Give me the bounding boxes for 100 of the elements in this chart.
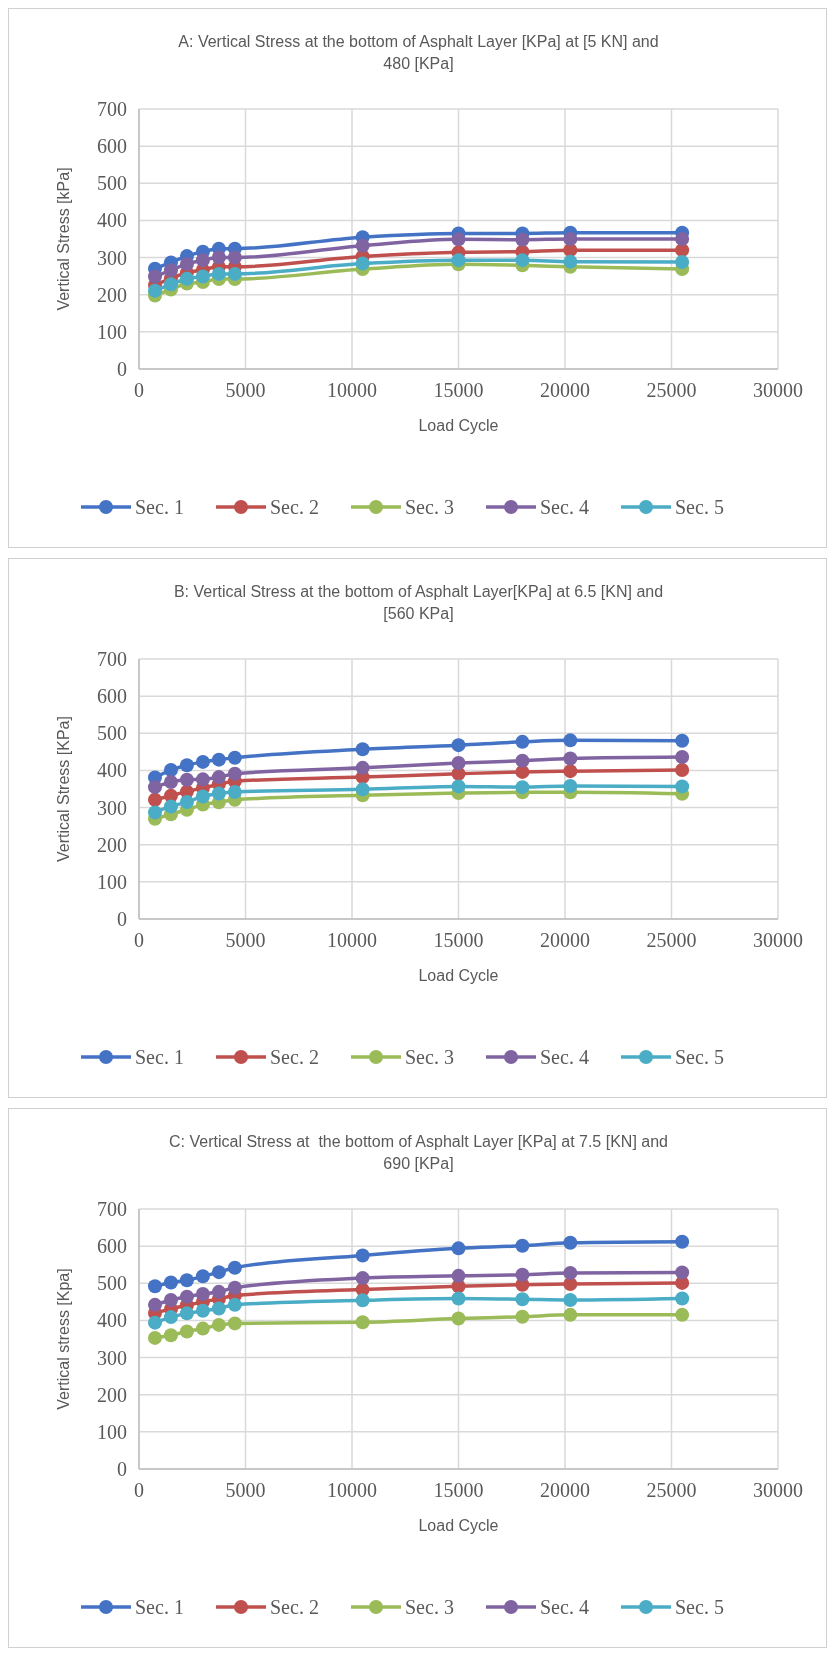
x-tick-label: 0 — [134, 379, 144, 401]
point — [163, 799, 178, 814]
point — [211, 1265, 226, 1280]
point — [515, 734, 530, 749]
y-tick-label: 0 — [117, 358, 127, 380]
point — [675, 1307, 690, 1322]
point — [211, 250, 226, 265]
point — [675, 1234, 690, 1249]
y-tick-label: 700 — [97, 648, 127, 670]
x-tick-label: 25000 — [646, 929, 697, 951]
x-tick-label: 30000 — [753, 929, 803, 951]
point — [515, 1292, 530, 1307]
point — [179, 1306, 194, 1321]
point — [211, 1317, 226, 1332]
x-tick-label: 20000 — [540, 929, 590, 951]
point — [355, 238, 370, 253]
point — [163, 263, 178, 278]
point — [147, 792, 162, 807]
y-tick-label: 200 — [97, 1383, 127, 1406]
legend-label: Sec. 5 — [675, 496, 724, 518]
point — [211, 752, 226, 767]
point — [675, 1291, 690, 1306]
point — [675, 750, 690, 765]
y-tick-label: 500 — [97, 172, 127, 195]
x-tick-label: 10000 — [327, 1479, 377, 1501]
point — [563, 779, 578, 794]
y-tick-label: 0 — [117, 1458, 127, 1480]
point — [195, 1287, 210, 1302]
y-tick-label: 200 — [97, 283, 127, 306]
point — [355, 1271, 370, 1286]
legend-label: Sec. 1 — [135, 1046, 184, 1068]
x-tick-label: 25000 — [646, 379, 697, 401]
legend-label: Sec. 1 — [135, 1596, 184, 1618]
y-tick-label: 700 — [97, 1198, 127, 1220]
point — [451, 779, 466, 794]
point — [451, 738, 466, 753]
point — [563, 764, 578, 779]
point — [195, 253, 210, 268]
x-axis-title: Load Cycle — [418, 1517, 499, 1534]
point — [675, 779, 690, 794]
point — [179, 1324, 194, 1339]
point — [355, 1315, 370, 1330]
point — [179, 271, 194, 286]
x-tick-label: 5000 — [225, 929, 266, 951]
x-tick-label: 20000 — [540, 379, 590, 401]
point — [227, 766, 242, 781]
point — [179, 1289, 194, 1304]
point — [451, 1291, 466, 1306]
point — [675, 763, 690, 778]
x-tick-label: 15000 — [433, 1479, 484, 1501]
y-tick-label: 0 — [117, 908, 127, 930]
point — [211, 266, 226, 281]
legend-label: Sec. 3 — [405, 1046, 454, 1068]
point — [147, 1279, 162, 1294]
legend-label: Sec. 1 — [135, 496, 184, 518]
point — [211, 786, 226, 801]
point — [451, 232, 466, 247]
point — [147, 269, 162, 284]
point — [163, 1275, 178, 1290]
point — [515, 232, 530, 247]
point — [163, 1293, 178, 1307]
point — [515, 753, 530, 768]
point — [195, 269, 210, 284]
point — [179, 1273, 194, 1288]
x-tick-label: 20000 — [540, 1479, 590, 1501]
y-tick-label: 100 — [97, 1420, 127, 1443]
legend-label: Sec. 2 — [270, 1046, 319, 1068]
legend-label: Sec. 3 — [405, 1596, 454, 1618]
y-axis-title: Vertical Stress [KPa] — [55, 716, 72, 862]
y-tick-label: 600 — [97, 1235, 127, 1258]
x-tick-label: 25000 — [646, 1479, 697, 1501]
point — [195, 1321, 210, 1336]
y-tick-label: 400 — [97, 1309, 127, 1332]
point — [563, 1307, 578, 1322]
y-tick-label: 200 — [97, 833, 127, 856]
point — [211, 1301, 226, 1316]
point — [355, 1293, 370, 1308]
point — [163, 774, 178, 789]
point — [179, 256, 194, 271]
point — [675, 733, 690, 748]
x-tick-label: 15000 — [433, 929, 484, 951]
point — [195, 789, 210, 804]
y-tick-label: 500 — [97, 722, 127, 745]
point — [163, 763, 178, 778]
x-axis-title: Load Cycle — [418, 967, 499, 984]
y-axis-title: Vertical stress [Kpa] — [55, 1268, 72, 1410]
x-tick-label: 0 — [134, 1479, 144, 1501]
y-tick-label: 600 — [97, 685, 127, 708]
legend-label: Sec. 5 — [675, 1596, 724, 1618]
point — [227, 1297, 242, 1312]
point — [227, 266, 242, 281]
point — [163, 1310, 178, 1325]
point — [451, 756, 466, 770]
legend-label: Sec. 3 — [405, 496, 454, 518]
point — [227, 1280, 242, 1295]
legend-label: Sec. 5 — [675, 1046, 724, 1068]
point — [451, 253, 466, 268]
chart-title: C: Vertical Stress at the bottom of Asphalt Layer [KPa] at 7.5 [KN] and 690 [KPa] — [169, 1133, 668, 1172]
y-tick-label: 300 — [97, 1346, 127, 1369]
point — [515, 1238, 530, 1253]
